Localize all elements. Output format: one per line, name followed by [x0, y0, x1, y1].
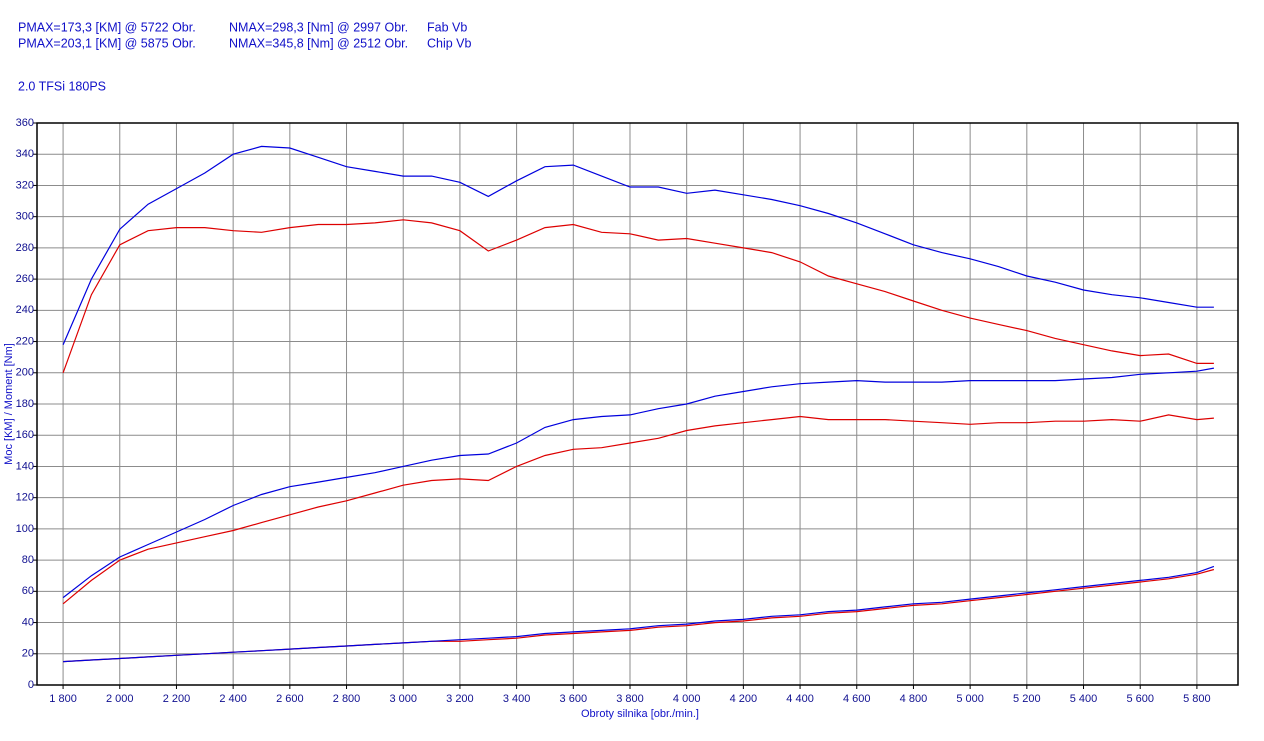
x-tick-label: 2 000 [106, 693, 134, 705]
x-tick-label: 2 800 [333, 693, 361, 705]
y-tick-label: 220 [16, 335, 34, 347]
pmax-text: PMAX=203,1 [KM] @ 5875 Obr. [18, 36, 196, 50]
loss-line [63, 565, 1215, 663]
x-tick-label: 2 600 [276, 693, 304, 705]
x-tick-label: 3 200 [446, 693, 474, 705]
x-tick-label: 3 000 [389, 693, 417, 705]
legend-entry: Chip Vb [427, 36, 472, 50]
y-tick-label: 120 [16, 492, 34, 504]
torque-line [62, 145, 1214, 345]
y-axis-label: Moc [KM] / Moment [Nm] [3, 343, 15, 465]
plot-frame [36, 122, 1239, 686]
y-tick-label: 0 [28, 679, 34, 691]
power-line [62, 414, 1214, 605]
y-tick-label: 80 [22, 554, 34, 566]
x-tick-label: 3 400 [503, 693, 531, 705]
x-tick-label: 5 400 [1070, 693, 1098, 705]
x-tick-label: 4 200 [730, 693, 758, 705]
y-tick-label: 360 [16, 117, 34, 129]
power-line [62, 367, 1215, 599]
x-tick-label: 3 600 [560, 693, 588, 705]
y-tick-label: 300 [16, 211, 34, 223]
legend-entry: Fab Vb [427, 20, 467, 34]
y-tick-label: 140 [16, 460, 34, 472]
y-tick-label: 320 [16, 179, 34, 191]
x-tick-label: 2 200 [163, 693, 191, 705]
nmax-text: NMAX=345,8 [Nm] @ 2512 Obr. [229, 36, 408, 50]
x-tick-label: 5 200 [1013, 693, 1041, 705]
x-tick-label: 5 800 [1183, 693, 1211, 705]
y-tick-label: 160 [16, 429, 34, 441]
y-tick-label: 100 [16, 523, 34, 535]
chart-subtitle: 2.0 TFSi 180PS [18, 79, 106, 93]
x-tick-label: 4 400 [786, 693, 814, 705]
x-tick-label: 2 400 [219, 693, 247, 705]
torque-line [62, 219, 1214, 374]
nmax-text: NMAX=298,3 [Nm] @ 2997 Obr. [229, 20, 408, 34]
x-tick-label: 4 600 [843, 693, 871, 705]
x-tick-label: 5 600 [1126, 693, 1154, 705]
y-tick-label: 60 [22, 585, 34, 597]
y-tick-label: 240 [16, 304, 34, 316]
x-tick-label: 1 800 [49, 693, 77, 705]
x-axis-label: Obroty silnika [obr./min.] [581, 708, 699, 720]
y-tick-label: 20 [22, 648, 34, 660]
x-tick-label: 4 800 [900, 693, 928, 705]
pmax-text: PMAX=173,3 [KM] @ 5722 Obr. [18, 20, 196, 34]
x-tick-label: 4 000 [673, 693, 701, 705]
y-tick-label: 200 [16, 367, 34, 379]
x-tick-label: 5 000 [956, 693, 984, 705]
y-tick-label: 180 [16, 398, 34, 410]
y-tick-label: 260 [16, 273, 34, 285]
y-tick-label: 40 [22, 616, 34, 628]
y-tick-label: 340 [16, 148, 34, 160]
x-tick-label: 3 800 [616, 693, 644, 705]
y-tick-label: 280 [16, 242, 34, 254]
